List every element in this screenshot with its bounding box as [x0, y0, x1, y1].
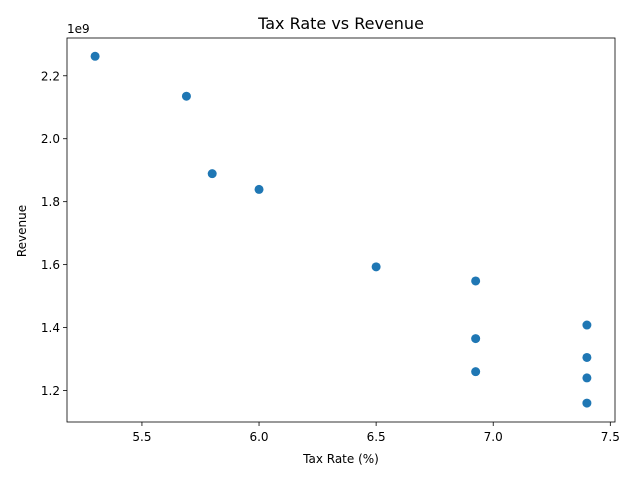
x-tick-label: 7.5: [601, 430, 620, 444]
y-axis-label: Revenue: [15, 205, 29, 257]
y-tick-label: 2.0: [41, 132, 60, 146]
data-point: [582, 373, 592, 383]
x-tick-label: 7.0: [484, 430, 503, 444]
y-tick-label: 1.2: [41, 384, 60, 398]
data-point: [471, 276, 481, 286]
data-point: [90, 51, 100, 61]
y-tick-label: 1.6: [41, 258, 60, 272]
chart-title: Tax Rate vs Revenue: [257, 14, 424, 33]
y-tick-label: 1.4: [41, 321, 60, 335]
x-tick-label: 5.5: [132, 430, 151, 444]
data-point: [254, 184, 264, 194]
data-point: [181, 91, 191, 101]
data-point: [471, 367, 481, 377]
y-tick-label: 1.8: [41, 195, 60, 209]
x-axis-label: Tax Rate (%): [302, 452, 379, 466]
plot-area: 5.5 6.0 6.5 7.0 7.5 1.2 1.4 1.6 1.8 2.0 2.2: [41, 37, 620, 444]
x-tick-label: 6.5: [367, 430, 386, 444]
data-point: [582, 352, 592, 362]
y-offset-label: 1e9: [67, 22, 90, 36]
y-tick-label: 2.2: [41, 69, 60, 83]
data-point: [582, 320, 592, 330]
data-point: [207, 169, 217, 179]
data-point: [371, 262, 381, 272]
axes-frame: [66, 37, 616, 423]
data-point: [582, 398, 592, 408]
x-tick-label: 6.0: [249, 430, 268, 444]
data-point: [471, 334, 481, 344]
